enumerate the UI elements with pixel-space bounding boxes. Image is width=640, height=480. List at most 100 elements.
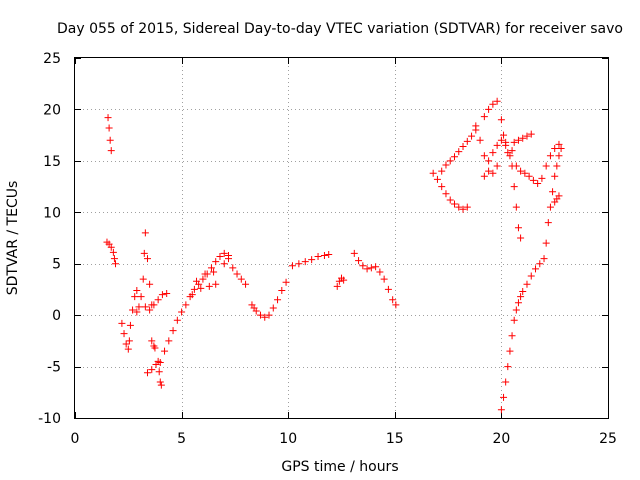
data-point	[105, 124, 113, 132]
data-point	[542, 239, 550, 247]
data-point	[118, 319, 126, 327]
data-point	[141, 229, 149, 237]
series-arc-21	[508, 140, 563, 187]
data-point	[510, 138, 518, 146]
data-point	[233, 270, 241, 278]
series-arc-12	[288, 250, 333, 270]
data-point	[455, 203, 463, 211]
data-point	[148, 337, 156, 345]
data-point	[146, 306, 154, 314]
data-point	[178, 308, 186, 316]
series-arc-13	[333, 274, 348, 290]
axis-ticks: 0 5 10 15 20 25 -10 -5 0 5 10 15 20 25	[38, 51, 617, 447]
data-point	[510, 316, 518, 324]
data-point	[301, 258, 309, 266]
data-point	[151, 344, 159, 352]
data-point	[514, 136, 522, 144]
data-point	[182, 301, 190, 309]
data-point	[472, 122, 480, 130]
series-arc-19	[480, 97, 501, 121]
data-point	[237, 275, 245, 283]
y-tick-label: -10	[38, 411, 61, 427]
data-point	[110, 255, 118, 263]
data-point	[463, 203, 471, 211]
series-arc-5	[141, 290, 171, 314]
data-point	[212, 280, 220, 288]
y-tick-label: -5	[47, 360, 61, 376]
data-point	[355, 257, 363, 265]
series-arc-4	[133, 229, 156, 316]
data-point	[143, 369, 151, 377]
data-point	[493, 162, 501, 170]
data-point	[131, 293, 139, 301]
data-point	[540, 255, 548, 263]
data-point	[476, 136, 484, 144]
data-point	[107, 243, 115, 251]
data-point	[350, 249, 358, 257]
data-point	[450, 153, 458, 161]
data-point	[156, 378, 164, 386]
data-point	[536, 260, 544, 268]
series-arc-1	[104, 114, 115, 155]
data-point	[459, 142, 467, 150]
y-tick-label: 10	[43, 205, 61, 221]
data-point	[500, 393, 508, 401]
data-point	[549, 188, 557, 196]
x-tick-label: 0	[71, 431, 80, 447]
data-point	[124, 345, 132, 353]
data-point	[523, 132, 531, 140]
data-point	[512, 203, 520, 211]
data-point	[553, 162, 561, 170]
series-arc-14	[350, 249, 400, 309]
data-point	[133, 286, 141, 294]
y-tick-label: 0	[52, 308, 61, 324]
series-arc-7	[148, 337, 159, 352]
data-point	[120, 330, 128, 338]
y-tick-label: 25	[43, 51, 61, 67]
data-point	[380, 275, 388, 283]
data-point	[493, 141, 501, 149]
data-point	[534, 179, 542, 187]
data-point	[555, 152, 563, 160]
data-point	[497, 406, 505, 414]
data-point	[308, 256, 316, 264]
data-point	[523, 280, 531, 288]
data-point	[265, 311, 273, 319]
data-point	[157, 381, 165, 389]
data-point	[506, 347, 514, 355]
data-point	[542, 162, 550, 170]
data-point	[252, 307, 260, 315]
data-point	[363, 265, 371, 273]
data-point	[508, 147, 516, 155]
series-arc-9	[188, 268, 220, 299]
series-arc-11	[248, 278, 290, 321]
data-point	[295, 260, 303, 268]
data-point	[438, 167, 446, 175]
data-point	[502, 378, 510, 386]
data-point	[320, 251, 328, 259]
data-point	[485, 157, 493, 165]
data-point	[141, 303, 149, 311]
x-tick-label: 5	[177, 431, 186, 447]
data-point	[519, 287, 527, 295]
data-point	[205, 282, 213, 290]
y-axis-label: SDTVAR / TECUs	[5, 181, 21, 296]
data-point	[158, 291, 166, 299]
data-point	[544, 219, 552, 227]
data-point	[199, 275, 207, 283]
data-point	[372, 263, 380, 271]
data-point	[532, 265, 540, 273]
data-point	[446, 157, 454, 165]
chart-title: Day 055 of 2015, Sidereal Day-to-day VTE…	[57, 21, 623, 37]
series-arc-15	[429, 169, 471, 213]
x-tick-label: 20	[492, 431, 510, 447]
data-point	[546, 203, 554, 211]
series-arc-18	[480, 136, 510, 180]
data-point	[109, 248, 117, 256]
data-point	[278, 286, 286, 294]
data-point	[201, 270, 209, 278]
data-point	[126, 321, 134, 329]
data-point	[188, 291, 196, 299]
data-point	[521, 169, 529, 177]
